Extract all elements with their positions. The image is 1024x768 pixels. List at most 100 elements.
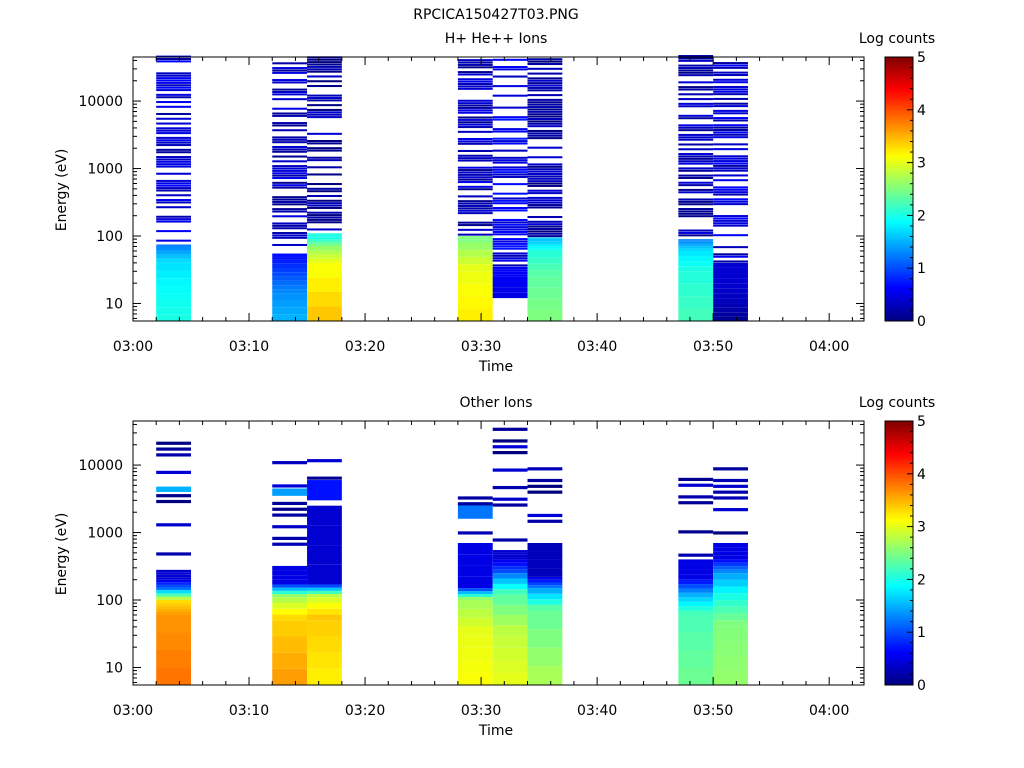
energy-bin	[713, 155, 748, 158]
energy-bin	[713, 124, 748, 127]
energy-bin	[457, 126, 493, 129]
colorbar-tick-label: 4	[917, 103, 926, 119]
energy-bin	[156, 148, 192, 151]
energy-bin	[156, 105, 192, 108]
colorbar-tick-label: 3	[917, 520, 926, 536]
energy-bin	[272, 263, 308, 269]
energy-bin	[678, 126, 714, 129]
energy-bin	[156, 499, 192, 504]
energy-bin	[307, 94, 342, 97]
energy-bin	[678, 239, 714, 241]
energy-bin	[272, 177, 308, 180]
energy-bin	[527, 82, 563, 85]
energy-bin	[307, 620, 342, 637]
energy-bin	[156, 494, 192, 498]
energy-bin	[492, 199, 528, 202]
energy-bin	[457, 123, 493, 126]
energy-bin	[272, 536, 308, 541]
energy-bin	[156, 184, 192, 187]
energy-bin	[272, 579, 308, 585]
energy-bin	[272, 196, 308, 199]
energy-bin	[492, 497, 528, 501]
energy-bin	[492, 128, 528, 131]
x-tick-label: 03:40	[577, 703, 617, 719]
energy-bin	[527, 248, 563, 251]
energy-bin	[272, 259, 308, 264]
energy-bin	[272, 253, 308, 255]
energy-bin	[713, 551, 748, 556]
energy-bin	[307, 239, 342, 241]
energy-bin	[307, 199, 342, 202]
energy-bin	[457, 236, 493, 238]
energy-bin	[457, 594, 493, 598]
energy-bin	[713, 193, 748, 196]
energy-bin	[272, 300, 308, 308]
energy-bin	[307, 194, 342, 198]
energy-bin	[307, 147, 342, 150]
energy-bin	[713, 613, 748, 621]
colorbar-tick-label: 0	[917, 314, 926, 330]
energy-bin	[272, 169, 308, 172]
energy-bin	[156, 158, 192, 161]
energy-bin	[492, 266, 528, 270]
energy-bin	[272, 608, 308, 615]
energy-bin	[492, 485, 528, 490]
energy-bin	[457, 171, 493, 174]
energy-bin	[492, 233, 528, 236]
x-tick-label: 03:40	[577, 339, 617, 355]
x-tick-label: 04:00	[809, 703, 849, 719]
x-tick-label: 03:30	[461, 703, 501, 719]
energy-bin	[307, 132, 342, 135]
energy-bin	[678, 250, 714, 257]
x-axis-label: Time	[478, 359, 513, 375]
energy-bin	[156, 596, 192, 600]
energy-bin	[307, 63, 342, 66]
energy-bin	[713, 562, 748, 567]
energy-bin	[678, 157, 714, 160]
colorbar-tick-label: 5	[917, 50, 926, 66]
spectrum-column	[492, 58, 528, 299]
energy-bin	[156, 239, 192, 242]
energy-bin	[272, 198, 308, 201]
energy-bin	[527, 227, 563, 230]
energy-bin	[678, 574, 714, 580]
energy-bin	[527, 84, 563, 87]
energy-bin	[678, 55, 714, 58]
energy-bin	[156, 182, 192, 185]
energy-bin	[713, 126, 748, 129]
energy-bin	[457, 233, 493, 236]
energy-bin	[272, 587, 308, 591]
energy-bin	[156, 201, 192, 204]
energy-bin	[307, 244, 342, 247]
energy-bin	[307, 218, 342, 221]
energy-bin	[272, 565, 308, 571]
energy-bin	[492, 583, 528, 590]
energy-bin	[492, 647, 528, 661]
energy-bin	[678, 66, 714, 70]
energy-bin	[307, 242, 342, 245]
energy-bin	[492, 445, 528, 449]
energy-bin	[713, 136, 748, 139]
energy-bin	[272, 160, 308, 163]
energy-bin	[713, 606, 748, 614]
energy-bin	[678, 559, 714, 565]
energy-bin	[156, 300, 192, 308]
energy-bin	[307, 80, 342, 83]
spectrum-column	[492, 427, 528, 685]
energy-bin	[272, 594, 308, 598]
energy-bin	[457, 138, 493, 141]
energy-bin	[156, 577, 192, 580]
energy-bin	[713, 283, 748, 289]
energy-bin	[492, 589, 528, 595]
energy-bin	[457, 608, 493, 618]
energy-bin	[156, 584, 192, 588]
energy-bin	[457, 502, 493, 506]
energy-bin	[527, 244, 563, 247]
energy-bin	[156, 86, 192, 89]
energy-bin	[527, 184, 563, 187]
energy-bin	[457, 59, 493, 62]
energy-bin	[457, 173, 493, 176]
energy-bin	[678, 198, 714, 201]
energy-bin	[457, 296, 493, 309]
